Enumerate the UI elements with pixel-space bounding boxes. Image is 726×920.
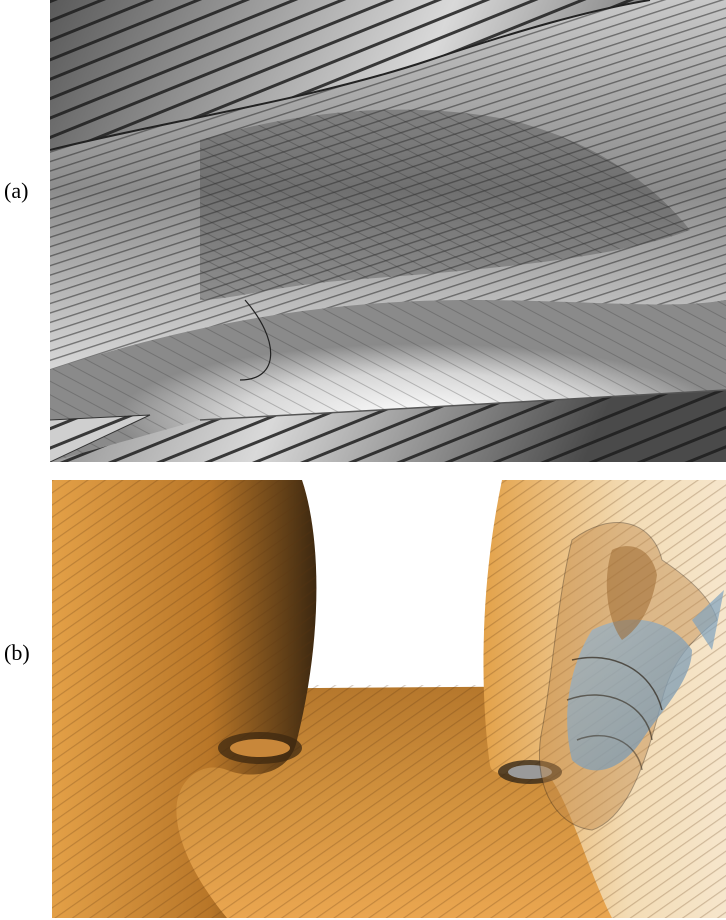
panel-a-image (50, 0, 726, 462)
panel-b-image (52, 480, 726, 918)
grayscale-stream-surface-image (50, 0, 726, 462)
orange-vortex-stream-surface-image (52, 480, 726, 918)
panel-b-label: (b) (4, 640, 30, 665)
panel-a-label: (a) (4, 178, 29, 203)
